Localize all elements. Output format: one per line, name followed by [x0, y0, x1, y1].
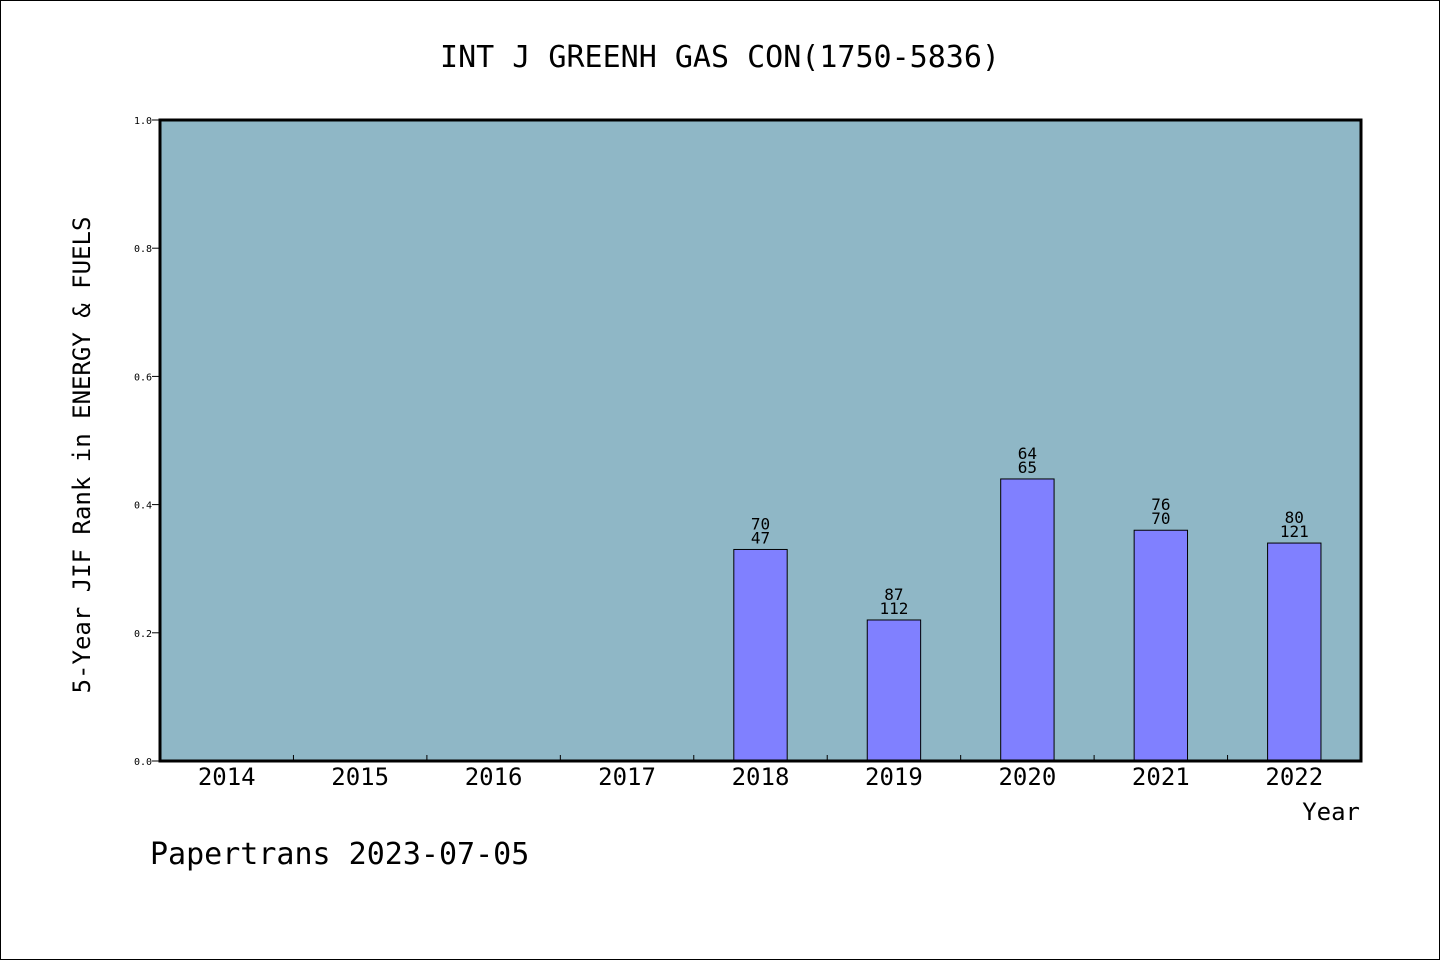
bar-label-bottom: 70 [1151, 509, 1170, 528]
bar-label-top: 76 [1151, 495, 1170, 514]
x-tick-label: 2018 [732, 763, 790, 791]
x-tick-label: 2016 [465, 763, 523, 791]
footer-text: Papertrans 2023-07-05 [150, 837, 529, 872]
bar [733, 548, 788, 762]
x-tick-label: 2017 [598, 763, 656, 791]
axis-ticks: 0.0 0.2 0.4 0.6 0.8 1.0 2014 2015 2016 2017 2018 20… [134, 116, 1323, 791]
y-tick-label: 0.2 [134, 629, 152, 640]
y-tick-label: 0.8 [134, 244, 152, 255]
bar-label-top: 64 [1018, 444, 1037, 463]
x-tick-label: 2020 [998, 763, 1056, 791]
bar-label-bottom: 47 [751, 528, 770, 547]
x-tick-label: 2021 [1132, 763, 1190, 791]
plot-border [158, 118, 1363, 763]
y-axis-label: 5-Year JIF Rank in ENERGY & FUELS [68, 217, 96, 694]
bar [1000, 478, 1055, 762]
bar-label-bottom: 112 [879, 599, 908, 618]
bar [866, 619, 922, 762]
x-tick-label: 2022 [1265, 763, 1323, 791]
y-tick-label: 0.6 [134, 372, 152, 383]
y-tick-label: 1.0 [134, 116, 152, 127]
bar-label-top: 80 [1285, 508, 1304, 527]
x-tick-label: 2015 [331, 763, 389, 791]
chart-title: INT J GREENH GAS CON(1750-5836) [440, 40, 1000, 75]
bar-label-bottom: 121 [1280, 522, 1309, 541]
bar [1133, 529, 1189, 762]
bar-label-top: 87 [884, 585, 903, 604]
y-tick-label: 0.4 [134, 501, 152, 512]
x-axis-label: Year [1302, 798, 1360, 826]
x-tick-label: 2014 [198, 763, 256, 791]
bar-label-top: 70 [751, 514, 770, 533]
bar [1267, 542, 1322, 762]
x-tick-label: 2019 [865, 763, 923, 791]
y-tick-label: 0.0 [134, 757, 152, 768]
bar-label-bottom: 65 [1018, 458, 1037, 477]
